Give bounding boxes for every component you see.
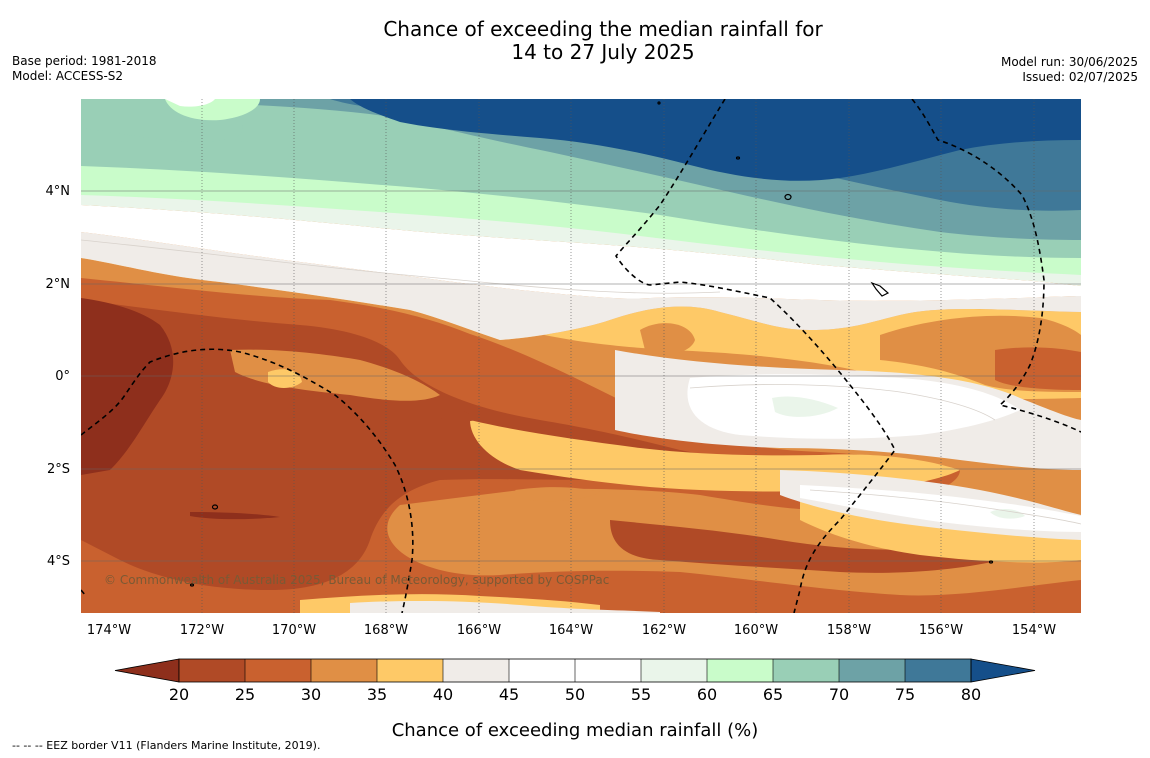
island-2 bbox=[735, 156, 741, 160]
title-line-2: 14 to 27 July 2025 bbox=[511, 40, 695, 64]
eez-border-kiribati-north bbox=[615, 99, 896, 613]
band-35-40-patch bbox=[230, 349, 440, 401]
island-3 bbox=[657, 101, 661, 105]
band-50-60-mid bbox=[687, 374, 1020, 439]
colorbar-tick-label: 75 bbox=[895, 685, 915, 704]
colorbar-segment bbox=[839, 659, 905, 682]
band-45-50-sw bbox=[350, 600, 660, 613]
model-text: Model: ACCESS-S2 bbox=[12, 69, 124, 83]
map-title: Chance of exceeding the median rainfall … bbox=[0, 18, 1150, 64]
band-40-45 bbox=[81, 248, 1081, 400]
colorbar-dividers bbox=[244, 659, 906, 682]
colorbar-arrow-high bbox=[970, 658, 1036, 683]
lat-label: 0° bbox=[55, 369, 70, 384]
colorbar-tick-label: 60 bbox=[697, 685, 717, 704]
issued-text: Issued: 02/07/2025 bbox=[1022, 70, 1138, 84]
band-55-60-spot bbox=[772, 396, 838, 417]
colorbar-label: Chance of exceeding median rainfall (%) bbox=[391, 720, 759, 741]
islands bbox=[189, 101, 994, 587]
island-6 bbox=[189, 583, 195, 587]
lat-label: 2°S bbox=[47, 462, 70, 477]
colorbar-segment bbox=[245, 659, 311, 682]
colorbar-tick-label: 35 bbox=[367, 685, 387, 704]
model-run-text: Model run: 30/06/2025 bbox=[1000, 55, 1138, 69]
lon-label: 158°W bbox=[827, 623, 871, 638]
colorbar-arrow-low bbox=[114, 658, 180, 683]
colorbar-tick-label: 30 bbox=[301, 685, 321, 704]
colorbar-segment bbox=[443, 659, 509, 682]
colorbar-tick-label: 55 bbox=[631, 685, 651, 704]
band-45-50 bbox=[81, 232, 1081, 340]
colorbar-segment bbox=[773, 659, 839, 682]
rainfall-field: © Commonwealth of Australia 2025, Bureau… bbox=[81, 99, 1081, 613]
eez-footnote: -- -- -- EEZ border V11 (Flanders Marine… bbox=[12, 739, 321, 752]
colorbar-tick-label: 50 bbox=[565, 685, 585, 704]
colorbar-segment bbox=[707, 659, 773, 682]
colorbar-tick-label: 70 bbox=[829, 685, 849, 704]
colorbar-segment bbox=[311, 659, 377, 682]
eez-border-sw bbox=[81, 589, 87, 597]
eez-border-tuvalu bbox=[81, 348, 414, 613]
lon-label: 172°W bbox=[180, 623, 224, 638]
base-period-text: Base period: 1981-2018 bbox=[12, 54, 157, 68]
colorbar-segment bbox=[377, 659, 443, 682]
longitude-labels: 174°W 172°W 170°W 168°W 166°W 164°W 162°… bbox=[87, 623, 1056, 638]
colorbar-tick-label: 25 bbox=[235, 685, 255, 704]
eez-borders bbox=[81, 99, 1081, 613]
colorbar-tick-label: 65 bbox=[763, 685, 783, 704]
lon-label: 160°W bbox=[734, 623, 778, 638]
colorbar-tick-label: 40 bbox=[433, 685, 453, 704]
band-above-80 bbox=[350, 99, 1081, 181]
colorbar-tick-label: 80 bbox=[961, 685, 981, 704]
lon-label: 154°W bbox=[1012, 623, 1056, 638]
band-20-25-spot-2 bbox=[430, 408, 476, 422]
island-1 bbox=[784, 193, 792, 201]
lon-label: 162°W bbox=[642, 623, 686, 638]
band-35-40-island bbox=[640, 323, 695, 355]
latitude-labels: 4°N 2°N 0° 2°S 4°S bbox=[46, 184, 71, 569]
band-55-60-spot-2 bbox=[990, 509, 1025, 519]
colorbar-tick-label: 45 bbox=[499, 685, 519, 704]
meta-right: Model run: 30/06/2025 Issued: 02/07/2025 bbox=[1001, 55, 1138, 85]
lon-label: 174°W bbox=[87, 623, 131, 638]
colorbar-segment bbox=[179, 659, 245, 682]
colorbar-segment bbox=[575, 659, 641, 682]
band-50-60-south bbox=[800, 485, 1081, 532]
latitude-gridlines bbox=[81, 190, 1081, 562]
meta-left: Base period: 1981-2018 Model: ACCESS-S2 bbox=[12, 54, 157, 84]
lon-label: 166°W bbox=[457, 623, 501, 638]
island-7 bbox=[988, 560, 994, 564]
band-20-25-south bbox=[610, 520, 1000, 573]
band-40-45-spot bbox=[268, 369, 302, 388]
lon-label: 164°W bbox=[549, 623, 593, 638]
colorbar-segment bbox=[641, 659, 707, 682]
colorbar-segment bbox=[905, 659, 971, 682]
lat-label: 4°N bbox=[46, 184, 71, 199]
band-below-20 bbox=[81, 298, 174, 475]
eez-border-kiribati-east bbox=[911, 99, 1081, 433]
band-30-35-eq-east bbox=[995, 347, 1081, 390]
band-20-25-spot bbox=[190, 512, 280, 520]
band-65-70 bbox=[81, 99, 1081, 258]
lon-label: 156°W bbox=[919, 623, 963, 638]
band-50-60 bbox=[81, 205, 1081, 301]
lon-label: 170°W bbox=[272, 623, 316, 638]
colorbar-tick-label: 20 bbox=[169, 685, 189, 704]
title-line-1: Chance of exceeding the median rainfall … bbox=[383, 17, 823, 41]
island-5 bbox=[211, 504, 219, 510]
band-35-40-patch-2 bbox=[515, 487, 600, 502]
colorbar-ticks: 20 25 30 35 40 45 50 55 60 65 70 75 80 bbox=[169, 685, 981, 704]
lat-label: 4°S bbox=[47, 554, 70, 569]
colorbar: 20 25 30 35 40 45 50 55 60 65 70 75 80 bbox=[114, 658, 1036, 704]
band-55-60-topleft bbox=[165, 99, 215, 107]
lon-label: 168°W bbox=[364, 623, 408, 638]
island-4 bbox=[870, 281, 890, 297]
lat-label: 2°N bbox=[46, 277, 71, 292]
contour-lines bbox=[81, 239, 1081, 525]
copyright-text: © Commonwealth of Australia 2025, Bureau… bbox=[104, 573, 609, 587]
colorbar-segment bbox=[509, 659, 575, 682]
